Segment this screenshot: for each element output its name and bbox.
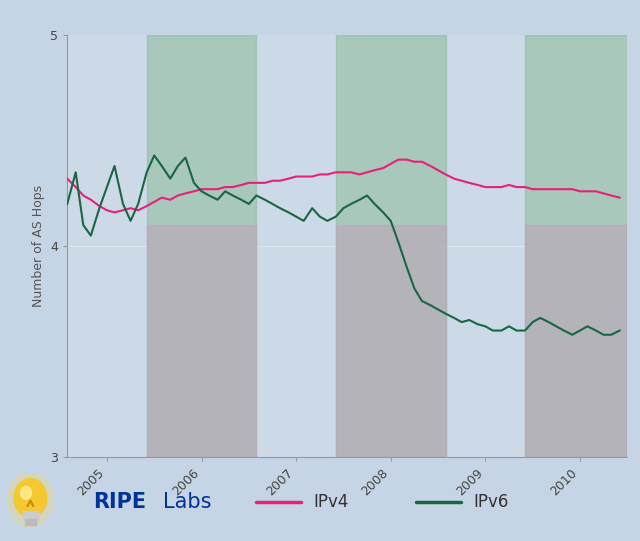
Text: RIPE: RIPE	[93, 492, 146, 512]
Circle shape	[20, 486, 31, 499]
Bar	[147, 225, 257, 457]
Text: IPv6: IPv6	[474, 493, 509, 511]
Text: Labs: Labs	[163, 492, 212, 512]
Bar	[525, 225, 627, 457]
Bar	[336, 35, 445, 457]
Bar	[525, 35, 627, 457]
Circle shape	[14, 479, 47, 518]
Bar	[147, 35, 257, 457]
Circle shape	[8, 472, 53, 526]
Bar	[23, 511, 38, 520]
Bar	[336, 225, 445, 457]
Bar	[25, 519, 36, 525]
Y-axis label: Number of AS Hops: Number of AS Hops	[31, 185, 45, 307]
Text: IPv4: IPv4	[314, 493, 349, 511]
